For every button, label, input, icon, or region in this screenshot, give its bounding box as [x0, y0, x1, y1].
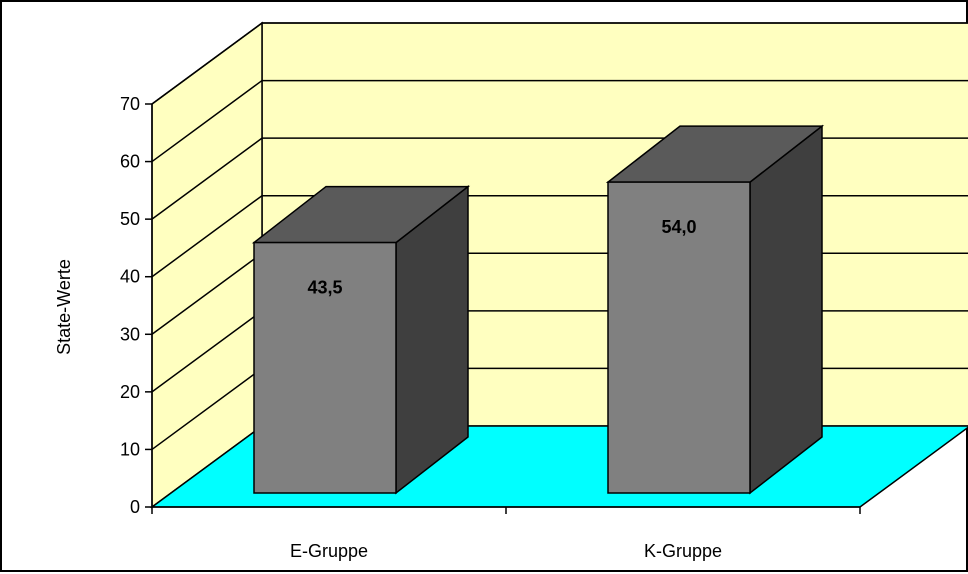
- chart-bars: [251, 124, 825, 495]
- bar-front: [253, 241, 397, 494]
- bar-front: [607, 181, 751, 494]
- gridline: [151, 22, 968, 105]
- y-tick-label: 20: [120, 382, 140, 402]
- data-label: 43,5: [307, 278, 342, 298]
- y-tick-label: 50: [120, 209, 140, 229]
- y-tick-label: 40: [120, 267, 140, 287]
- data-label: 54,0: [661, 217, 696, 237]
- bar-1: [251, 185, 471, 495]
- chart-axes: 0 10 20 30 40 50 60 70 E-Gruppe K-Gruppe: [120, 94, 861, 561]
- y-axis-label: State-Werte: [54, 259, 74, 355]
- y-tick-label: 10: [120, 439, 140, 459]
- y-tick-label: 60: [120, 152, 140, 172]
- bar-side: [749, 124, 823, 495]
- y-tick-label: 70: [120, 94, 140, 114]
- x-tick-label: E-Gruppe: [290, 541, 368, 561]
- y-tick-label: 0: [130, 497, 140, 517]
- chart-labels: 43,5 54,0: [307, 217, 696, 297]
- y-tick-label: 30: [120, 324, 140, 344]
- bar-2: [605, 124, 825, 495]
- x-tick-label: K-Gruppe: [644, 541, 722, 561]
- gridline: [151, 79, 968, 163]
